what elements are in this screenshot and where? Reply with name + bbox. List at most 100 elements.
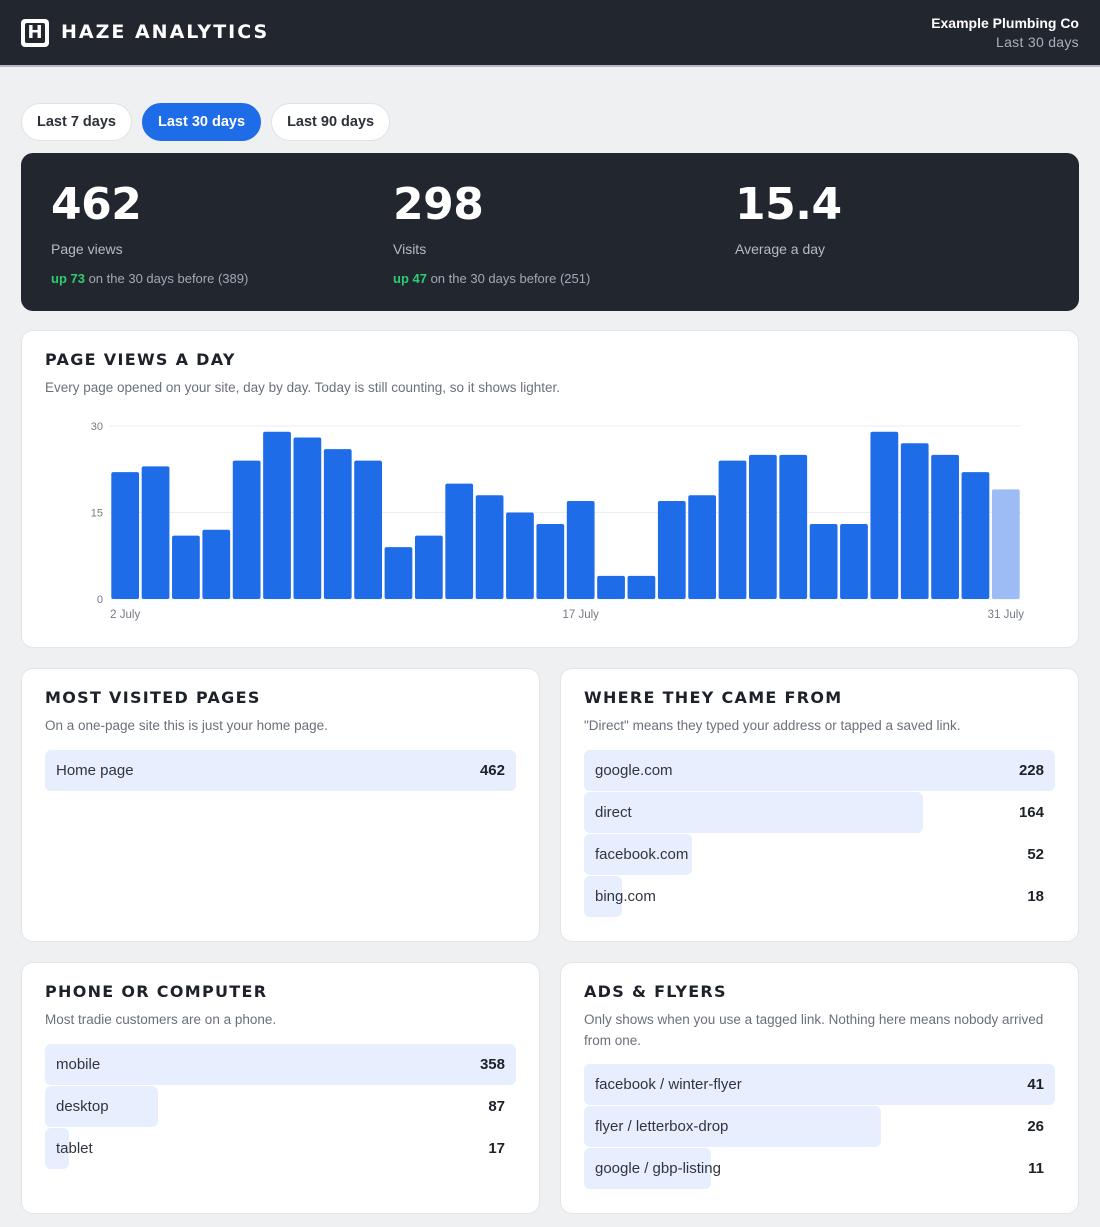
most-visited-list: Home page 462 (45, 750, 516, 792)
list-item-value: 17 (488, 1140, 505, 1157)
list-item[interactable]: facebook.com 52 (584, 834, 1055, 875)
chart-bar[interactable] (263, 431, 291, 599)
campaigns-list: facebook / winter-flyer 41 flyer / letterb… (584, 1064, 1055, 1190)
list-item[interactable]: tablet 17 (45, 1128, 516, 1169)
visits-label: Visits (393, 241, 427, 257)
x-tick-label: 31 July (988, 609, 1025, 621)
list-item-label: direct (595, 804, 632, 821)
campaigns-subtitle: Only shows when you use a tagged link. N… (584, 1012, 1044, 1048)
top-bar: H HAZE ANALYTICS Example Plumbing Co Las… (0, 0, 1100, 67)
visits-value: 298 (393, 179, 484, 230)
list-item-label: facebook / winter-flyer (595, 1076, 742, 1093)
y-tick-label: 15 (91, 508, 103, 520)
list-item-value: 26 (1027, 1118, 1044, 1135)
visits-change: up 47 on the 30 days before (251) (393, 271, 590, 286)
list-item-label: mobile (56, 1056, 101, 1073)
chart-bar[interactable] (840, 524, 868, 599)
list-item[interactable]: facebook / winter-flyer 41 (584, 1064, 1055, 1105)
stat-page-views: 462 Page views up 73 on the 30 days befo… (51, 179, 249, 287)
devices-list: mobile 358 desktop 87 tablet 17 (45, 1044, 516, 1170)
page-views-change-text: on the 30 days before (389) (84, 271, 249, 286)
chart-bar[interactable] (414, 535, 443, 599)
chart-bar[interactable] (900, 443, 929, 599)
y-tick-label: 0 (97, 594, 103, 606)
page-views-label: Page views (51, 241, 123, 257)
list-item-bar (584, 1148, 711, 1189)
page-views-value: 462 (51, 179, 142, 230)
campaigns-title: ADS & FLYERS (584, 982, 727, 1001)
sources-list: google.com 228 direct 164 facebook.com 52 bing… (584, 750, 1055, 918)
average-value: 15.4 (735, 179, 842, 230)
logo-letter: H (27, 21, 43, 43)
chart-bar[interactable] (293, 437, 322, 599)
chart-bar[interactable] (991, 489, 1020, 599)
account-range: Last 30 days (996, 34, 1079, 50)
devices-card: PHONE OR COMPUTER Most tradie customers … (21, 962, 540, 1214)
list-item[interactable]: direct 164 (584, 792, 1055, 833)
list-item-label: google / gbp-listing (595, 1160, 721, 1177)
list-item-value: 87 (488, 1098, 505, 1115)
list-item-bar (584, 1106, 881, 1147)
chart-bar[interactable] (961, 472, 990, 599)
list-item-label: flyer / letterbox-drop (595, 1118, 729, 1135)
chart-bar[interactable] (749, 454, 777, 599)
chart-bar[interactable] (232, 460, 261, 599)
list-item-bar (45, 750, 516, 791)
list-item-value: 228 (1018, 762, 1044, 779)
most-visited-subtitle: On a one-page site this is just your hom… (45, 718, 328, 733)
sources-subtitle: "Direct" means they typed your address o… (584, 718, 961, 733)
chart-bar[interactable] (597, 575, 625, 599)
list-item[interactable]: Home page 462 (45, 750, 516, 791)
chart-bar[interactable] (718, 460, 747, 599)
tab-last-90-days[interactable]: Last 90 days (271, 103, 391, 141)
list-item[interactable]: flyer / letterbox-drop 26 (584, 1106, 1055, 1147)
list-item-bar (584, 792, 923, 833)
range-tabs: Last 7 days Last 30 days Last 90 days (0, 0, 411, 141)
page-views-chart: 0 15 30 2 July 17 July 31 July (91, 421, 1025, 621)
list-item[interactable]: bing.com 18 (584, 876, 1055, 917)
most-visited-title: MOST VISITED PAGES (45, 688, 261, 707)
chart-bar[interactable] (202, 529, 231, 599)
stats-panel: 462 Page views up 73 on the 30 days befo… (21, 153, 1079, 311)
list-item[interactable]: mobile 358 (45, 1044, 516, 1085)
chart-bar[interactable] (506, 512, 534, 600)
tab-last-7-days[interactable]: Last 7 days (21, 103, 132, 141)
list-item-value: 462 (479, 762, 505, 779)
chart-bar[interactable] (172, 535, 200, 599)
brand[interactable]: H HAZE ANALYTICS (21, 18, 269, 47)
chart-bar[interactable] (657, 500, 686, 599)
visits-change-up: up 47 (393, 271, 427, 286)
chart-bar[interactable] (566, 500, 595, 599)
chart-bar[interactable] (627, 575, 656, 599)
x-tick-label: 17 July (562, 609, 599, 621)
chart-bar[interactable] (688, 495, 717, 599)
list-item-label: facebook.com (595, 846, 689, 863)
chart-bar[interactable] (384, 547, 413, 599)
page-views-change-up: up 73 (51, 271, 85, 286)
list-item[interactable]: desktop 87 (45, 1086, 516, 1127)
list-item[interactable]: google.com 228 (584, 750, 1055, 791)
list-item-bar (45, 1086, 158, 1127)
devices-title: PHONE OR COMPUTER (45, 982, 268, 1001)
page-views-subtitle: Every page opened on your site, day by d… (45, 380, 561, 395)
list-item-value: 18 (1027, 888, 1044, 905)
list-item-label: Home page (56, 762, 134, 779)
account-info: Example Plumbing Co Last 30 days (931, 15, 1079, 50)
chart-bar[interactable] (870, 431, 899, 599)
chart-bar[interactable] (141, 466, 170, 599)
list-item[interactable]: google / gbp-listing 11 (584, 1148, 1055, 1189)
chart-bar[interactable] (779, 454, 808, 599)
chart-bar[interactable] (536, 524, 565, 599)
chart-bar[interactable] (323, 449, 352, 599)
list-item-bar (584, 876, 622, 917)
chart-bar[interactable] (931, 454, 959, 599)
most-visited-card: MOST VISITED PAGES On a one-page site th… (21, 668, 540, 942)
x-tick-label: 2 July (110, 609, 140, 621)
chart-bar[interactable] (809, 524, 838, 599)
chart-bar[interactable] (111, 472, 140, 599)
chart-bar[interactable] (475, 495, 504, 599)
tab-last-30-days[interactable]: Last 30 days (142, 103, 262, 141)
list-item-label: google.com (595, 762, 673, 779)
chart-bar[interactable] (354, 460, 382, 599)
chart-bar[interactable] (445, 483, 474, 599)
